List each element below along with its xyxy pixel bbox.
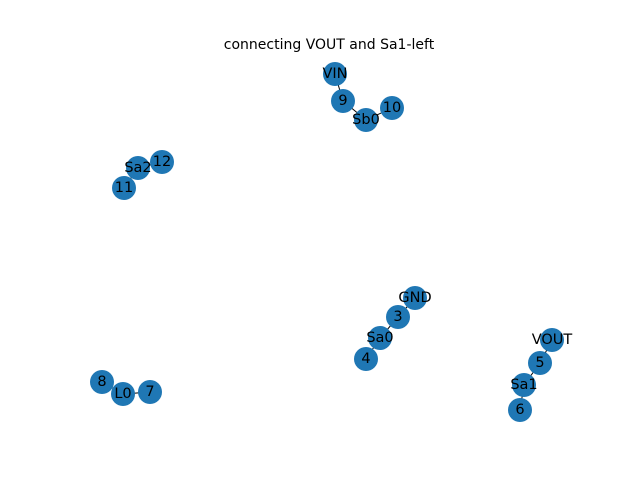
graph-node-label: Sb0: [352, 112, 380, 128]
graph-node-label: 8: [97, 374, 106, 390]
graph-node-label: 5: [535, 355, 544, 371]
graph-node: [331, 89, 355, 113]
graph-node-label: GND: [398, 290, 431, 306]
graph-node: [540, 328, 564, 352]
graph-node: [354, 108, 378, 132]
graph-node-label: L0: [114, 386, 131, 402]
graph-node: [90, 370, 114, 394]
graph-node: [354, 347, 378, 371]
graph-node-label: VIN: [322, 66, 347, 82]
graph-node: [386, 305, 410, 329]
graph-node: [403, 286, 427, 310]
graph-node: [323, 62, 347, 86]
graph-node-label: VOUT: [532, 332, 573, 348]
graph-node-label: 7: [145, 384, 154, 400]
graph-node: [380, 96, 404, 120]
graph-node: [150, 150, 174, 174]
graph-node-label: 6: [515, 402, 524, 418]
graph-node-label: Sa0: [366, 330, 393, 346]
graph-node: [138, 380, 162, 404]
graph-node: [126, 156, 150, 180]
graph-node: [528, 351, 552, 375]
graph-node-label: 12: [153, 154, 171, 170]
graph-node: [508, 398, 532, 422]
graph-node-label: 3: [393, 309, 402, 325]
graph-node: [512, 373, 536, 397]
graph-node-label: 4: [361, 351, 370, 367]
graph-node: [368, 326, 392, 350]
graph-title: connecting VOUT and Sa1-left: [224, 37, 435, 53]
graph-node-label: 9: [338, 93, 347, 109]
edge-layer: [101, 73, 553, 411]
graph-node: [112, 176, 136, 200]
graph-node-label: Sa1: [510, 377, 537, 393]
graph-node: [111, 382, 135, 406]
graph-node-label: 11: [115, 180, 133, 196]
graph-node-label: Sa2: [124, 160, 151, 176]
graph-node-label: 10: [383, 100, 401, 116]
